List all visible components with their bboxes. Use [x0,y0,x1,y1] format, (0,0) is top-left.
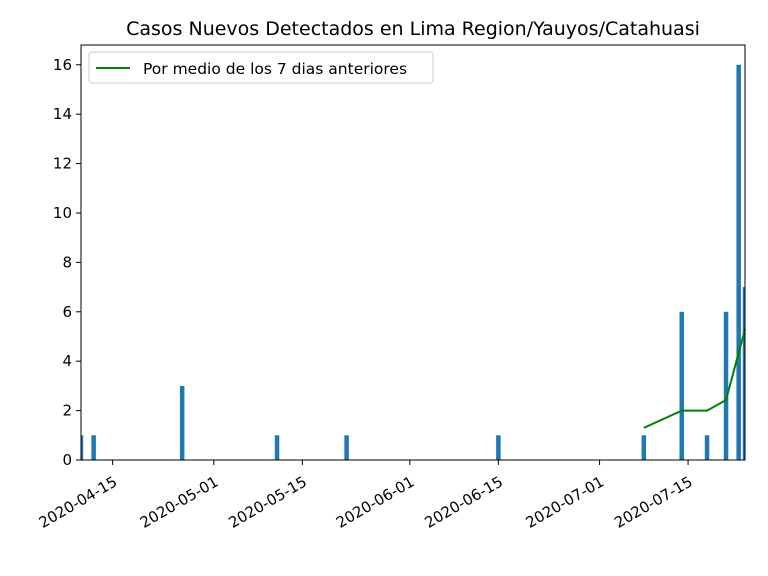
x-tick-label: 2020-05-01 [137,473,222,532]
legend-box [88,51,434,84]
line-series-group [643,328,746,429]
y-axis: 0 2 4 6 8 10 12 14 16 [53,56,81,469]
legend: Por medio de los 7 dias anteriores [88,51,434,84]
x-tick-label: 2020-06-01 [333,473,418,532]
x-tick-label: 2020-07-01 [523,473,608,532]
y-tick-label: 8 [62,253,72,271]
x-tick-label: 2020-06-15 [421,473,506,532]
bar-2020-07-23 [736,64,741,460]
x-tick-label: 2020-07-15 [611,473,696,532]
y-tick-label: 16 [53,56,72,74]
bar-2020-04-26 [179,385,185,460]
plot-frame [80,44,746,461]
y-tick-label: 2 [62,402,72,420]
bar-2020-05-11 [274,435,280,460]
bar-2020-07-14 [679,311,685,460]
chart-title: Casos Nuevos Detectados en Lima Region/Y… [126,18,700,40]
bar-2020-06-15 [496,435,501,460]
y-tick-label: 10 [53,204,72,222]
y-tick-label: 12 [53,155,72,173]
bars-group [81,64,745,460]
x-tick-label: 2020-04-15 [36,473,121,532]
y-tick-label: 4 [62,352,72,370]
bar-2020-07-21 [723,311,729,460]
bar-2020-04-12 [91,435,96,460]
bar-2020-05-22 [344,435,349,460]
bar-2020-07-18 [704,435,710,460]
x-tick-label: 2020-05-15 [225,473,310,532]
moving-average-line [643,328,746,429]
legend-label: Por medio de los 7 dias anteriores [143,60,407,78]
bar-2020-07-24 [742,287,745,460]
y-tick-label: 14 [53,105,72,123]
y-tick-label: 0 [62,451,72,469]
bar-2020-04-10 [81,435,84,460]
bar-2020-07-08 [641,435,647,460]
y-tick-label: 6 [62,303,72,321]
x-axis: 2020-04-15 2020-05-01 2020-05-15 2020-06-01… [36,460,696,532]
